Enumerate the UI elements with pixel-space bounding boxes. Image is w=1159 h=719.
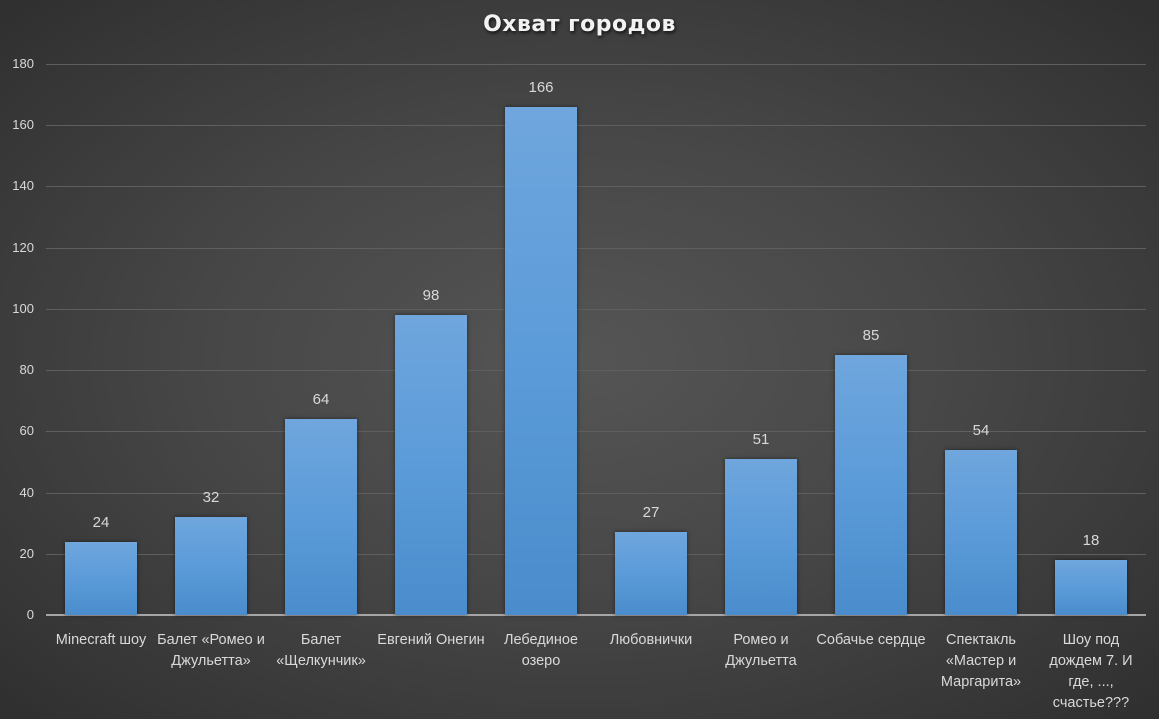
y-tick-label: 40: [19, 484, 34, 500]
data-label: 98: [422, 287, 440, 304]
data-label: 85: [862, 326, 880, 344]
y-tick-label: 0: [26, 607, 34, 622]
x-tick-label: Любовнички: [609, 632, 693, 648]
x-tick-label: Шоу под дождем 7. И где, ..., счастье???: [1049, 632, 1133, 711]
plot-area: 24 32 64 98 166 27 51 85 54 18: [46, 64, 1146, 616]
x-tick-label: Лебединое озеро: [503, 632, 578, 669]
y-tick-label: 20: [19, 545, 34, 561]
data-label: 24: [92, 513, 110, 531]
data-label: 51: [752, 430, 770, 448]
x-tick-label: Ромео и Джульетта: [725, 632, 797, 669]
gridline: [46, 492, 1146, 494]
x-axis-line: [46, 614, 1146, 616]
bar: [835, 354, 907, 615]
y-tick-label: 180: [12, 56, 34, 71]
data-label: 64: [312, 391, 330, 409]
data-label: 54: [972, 421, 990, 439]
bar: [395, 315, 467, 615]
bar: [945, 449, 1017, 615]
x-tick-label: Спектакль «Мастер и Маргарита»: [940, 632, 1022, 690]
gridline: [46, 431, 1146, 433]
y-tick-label: 100: [12, 300, 34, 316]
bar: [285, 419, 357, 615]
y-tick-label: 120: [12, 239, 34, 255]
bar: [615, 532, 687, 615]
y-tick-label: 140: [12, 178, 34, 194]
bar: [65, 541, 137, 615]
gridline: [46, 125, 1146, 127]
x-tick-label: Евгений Онегин: [377, 632, 485, 648]
data-label: 27: [642, 504, 660, 522]
gridline: [46, 370, 1146, 372]
bar: [1055, 559, 1127, 615]
data-label: 32: [202, 489, 220, 507]
data-label: 166: [528, 78, 554, 96]
x-tick-label: Minecraft шоу: [55, 632, 147, 648]
gridline: [46, 308, 1146, 310]
bar: [505, 106, 577, 615]
y-tick-label: 80: [19, 362, 34, 378]
y-tick-label: 160: [12, 117, 34, 133]
gridline: [46, 64, 1146, 65]
x-tick-label: Балет «Щелкунчик»: [276, 632, 366, 669]
chart-title: Охват городов: [483, 12, 676, 37]
gridline: [46, 247, 1146, 249]
x-tick-label: Собачье сердце: [816, 632, 926, 648]
x-tick-label: Балет «Ромео и Джульетта»: [157, 632, 265, 669]
gridline: [46, 186, 1146, 188]
data-label: 18: [1082, 531, 1100, 549]
bar: [175, 517, 247, 615]
gridline: [46, 553, 1146, 555]
y-tick-label: 60: [19, 423, 34, 439]
bar: [725, 458, 797, 615]
